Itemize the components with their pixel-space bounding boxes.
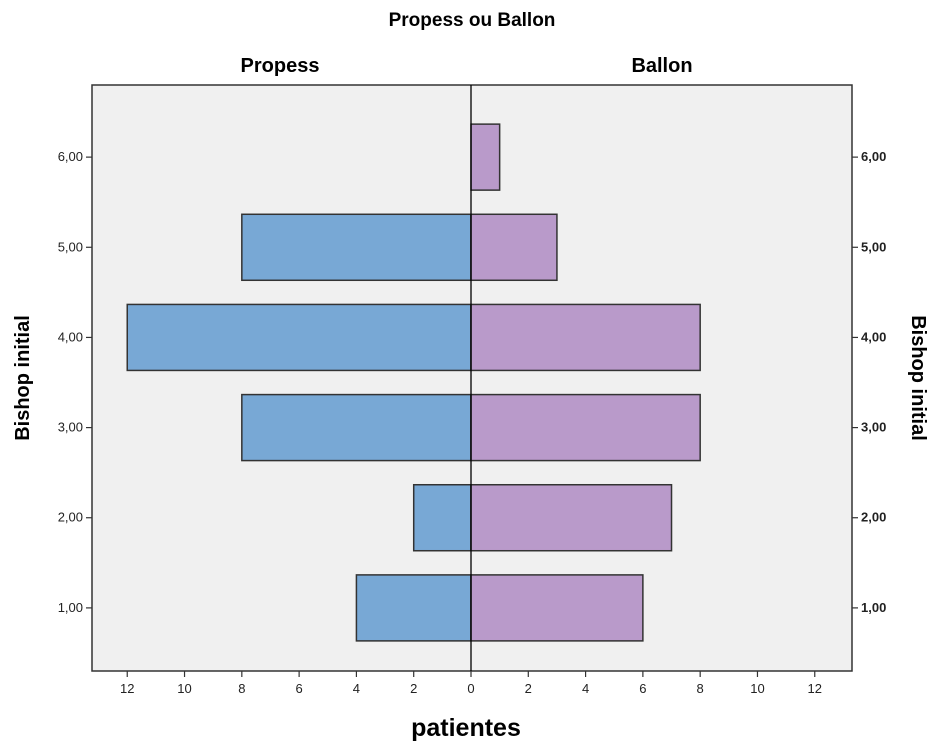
y-axis-label-left: Bishop initial [12, 315, 34, 441]
x-tick-label-ballon-12: 12 [808, 681, 822, 696]
x-axis: 0 2 2 4 4 6 6 8 8 10 10 12 12 [120, 671, 822, 696]
y-axis-left: 1,00 2,00 3,00 4,00 5,00 6,00 [58, 149, 92, 615]
bar-propess-2 [412, 483, 472, 552]
x-tick-label-ballon-2: 2 [525, 681, 532, 696]
y-tick-label-right-2: 2,00 [861, 510, 886, 525]
x-tick-label-propess-4: 4 [353, 681, 360, 696]
x-tick-label-propess-8: 8 [238, 681, 245, 696]
x-tick-label-center-0: 0 [467, 681, 474, 696]
y-tick-label-right-4: 4,00 [861, 329, 886, 344]
bar-ballon-4 [470, 303, 701, 372]
x-tick-label-ballon-8: 8 [697, 681, 704, 696]
bar-ballon-2 [470, 483, 673, 552]
y-tick-label-right-5: 5,00 [861, 239, 886, 254]
x-tick-label-propess-2: 2 [410, 681, 417, 696]
bar-ballon-1 [470, 574, 644, 642]
bar-propess-3 [241, 393, 472, 462]
y-tick-label-left-3: 3,00 [58, 420, 83, 435]
panel-label-ballon: Ballon [631, 55, 692, 77]
y-tick-label-left-6: 6,00 [58, 149, 83, 164]
x-tick-label-ballon-4: 4 [582, 681, 589, 696]
y-tick-label-right-1: 1,00 [861, 600, 886, 615]
bar-propess-4 [126, 303, 472, 372]
y-tick-label-left-4: 4,00 [58, 329, 83, 344]
x-axis-label: patientes [411, 714, 521, 742]
y-axis-label-right: Bishop initial [907, 315, 929, 441]
y-tick-label-left-2: 2,00 [58, 510, 83, 525]
bar-ballon-6 [470, 123, 501, 191]
chart-title: Propess ou Ballon [389, 10, 556, 31]
panel-label-propess: Propess [241, 55, 320, 77]
y-tick-label-left-1: 1,00 [58, 600, 83, 615]
x-tick-label-propess-10: 10 [177, 681, 191, 696]
x-tick-label-ballon-10: 10 [750, 681, 764, 696]
x-tick-label-propess-12: 12 [120, 681, 134, 696]
bar-ballon-5 [470, 213, 558, 282]
bar-ballon-3 [470, 393, 701, 462]
y-tick-label-right-3: 3,00 [861, 420, 886, 435]
bars-group [126, 123, 701, 642]
y-tick-label-left-5: 5,00 [58, 239, 83, 254]
y-axis-right: 1,00 2,00 3,00 4,00 5,00 6,00 [852, 149, 886, 615]
x-tick-label-propess-6: 6 [296, 681, 303, 696]
bar-propess-5 [241, 213, 472, 282]
bar-propess-1 [355, 574, 472, 642]
y-tick-label-right-6: 6,00 [861, 149, 886, 164]
x-tick-label-ballon-6: 6 [639, 681, 646, 696]
